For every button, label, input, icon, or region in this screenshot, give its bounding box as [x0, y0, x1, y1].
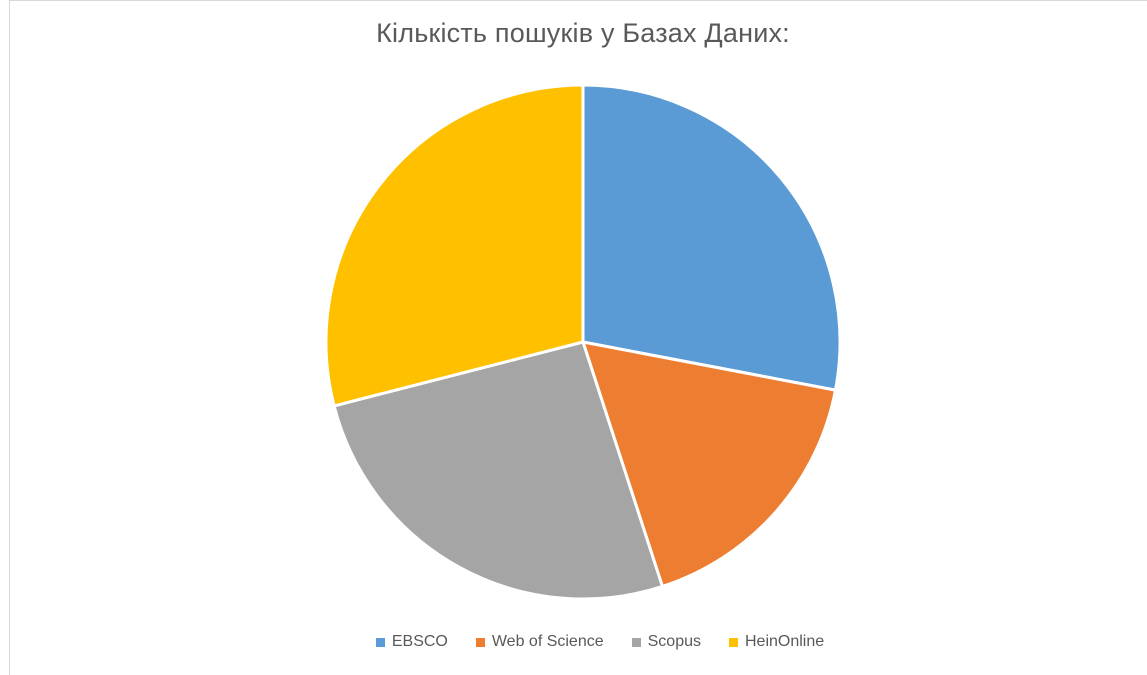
legend-item-ebsco: EBSCO — [375, 633, 448, 651]
pie-slice-ebsco — [581, 83, 842, 392]
pie-slice-scopus — [332, 340, 664, 601]
legend-label-ebsco: EBSCO — [391, 633, 448, 650]
legend-item-scopus: Scopus — [631, 633, 701, 651]
chart-title: Кількість пошуків у Базах Даних: — [376, 18, 790, 48]
legend-swatch-scopus — [631, 637, 641, 647]
legend-item-web-of-science: Web of Science — [475, 633, 604, 651]
legend-swatch-ebsco — [375, 637, 385, 647]
legend-swatch-web-of-science — [475, 637, 485, 647]
pie-slice-web-of-science — [581, 340, 837, 588]
legend-label-heinonline: HeinOnline — [745, 633, 825, 650]
pie-slice-heinonline — [324, 83, 585, 408]
legend-item-heinonline: HeinOnline — [729, 633, 824, 651]
pie-slices — [324, 83, 842, 601]
legend-swatch-heinonline — [729, 637, 738, 647]
legend-label-web-of-science: Web of Science — [491, 633, 604, 650]
legend-label-scopus: Scopus — [647, 633, 701, 650]
chart-legend: EBSCO Web of Science Scopus HeinOnline — [0, 633, 1147, 651]
